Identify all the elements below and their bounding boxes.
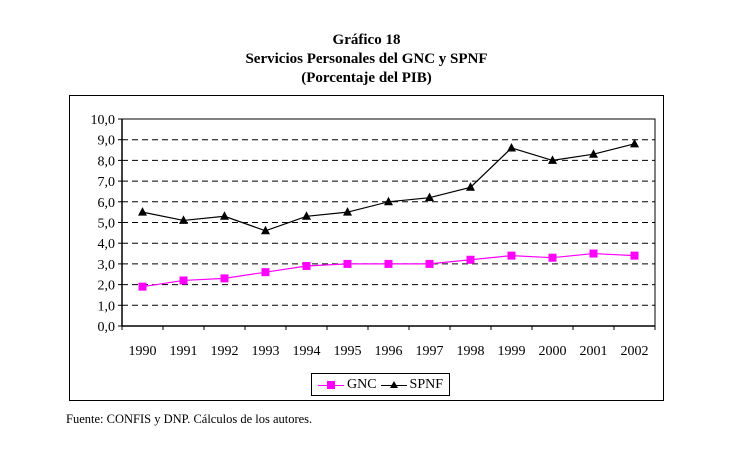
data-point-gnc	[302, 261, 311, 270]
x-tick-label: 2002	[621, 344, 649, 359]
triangle-marker-icon	[380, 380, 407, 390]
y-tick-label: 5,0	[98, 217, 116, 232]
data-point-spnf	[425, 192, 434, 202]
y-tick-label: 7,0	[98, 175, 116, 190]
y-tick-label: 8,0	[98, 154, 116, 169]
data-point-spnf	[179, 215, 188, 224]
x-tick-label: 1996	[375, 344, 403, 359]
legend-label-gnc: GNC	[346, 376, 377, 392]
x-tick-label: 1993	[252, 344, 280, 359]
y-tick-label: 6,0	[98, 196, 116, 211]
x-tick-label: 1998	[457, 344, 485, 359]
data-point-spnf	[302, 211, 311, 220]
series-line-gnc	[142, 252, 635, 288]
data-point-spnf	[261, 225, 270, 235]
data-point-spnf	[343, 207, 352, 216]
y-tick-label: 10,0	[91, 113, 116, 128]
data-point-gnc	[425, 259, 434, 268]
data-point-spnf	[138, 207, 147, 216]
y-tick-label: 1,0	[98, 299, 116, 314]
data-point-gnc	[138, 282, 147, 291]
data-point-gnc	[220, 274, 229, 283]
data-point-gnc	[630, 251, 639, 260]
x-tick-label: 1999	[498, 344, 526, 359]
y-tick-label: 0,0	[98, 320, 116, 335]
legend-item-gnc: GNC	[317, 376, 377, 393]
data-point-gnc	[589, 249, 598, 258]
data-point-spnf	[466, 182, 475, 191]
data-point-gnc	[507, 251, 516, 260]
x-tick-label: 2001	[580, 344, 608, 359]
data-point-spnf	[220, 211, 229, 220]
data-point-gnc	[466, 255, 475, 264]
data-point-gnc	[261, 268, 270, 277]
x-tick-label: 1991	[170, 344, 198, 359]
y-tick-label: 9,0	[98, 134, 116, 149]
chart-frame	[69, 95, 664, 401]
data-point-gnc	[343, 259, 352, 268]
chart-number: Gráfico 18	[332, 32, 401, 48]
data-point-spnf	[589, 149, 598, 158]
x-tick-label: 1997	[416, 344, 444, 359]
y-tick-label: 4,0	[98, 237, 116, 252]
square-marker-icon	[317, 380, 344, 390]
source-note: Fuente: CONFIS y DNP. Cálculos de los au…	[66, 412, 313, 426]
data-point-gnc	[548, 253, 557, 262]
y-tick-label: 3,0	[98, 258, 116, 273]
x-tick-label: 2000	[539, 344, 567, 359]
x-tick-label: 1992	[211, 344, 239, 359]
chart-title: Servicios Personales del GNC y SPNF	[245, 51, 488, 67]
legend-label-spnf: SPNF	[409, 376, 444, 392]
x-tick-label: 1990	[129, 344, 157, 359]
legend-item-spnf: SPNF	[380, 376, 444, 393]
data-point-spnf	[630, 138, 639, 148]
series-line-spnf	[142, 143, 635, 232]
x-tick-label: 1995	[334, 344, 362, 359]
data-point-spnf	[548, 155, 557, 164]
legend: GNC SPNF	[311, 373, 450, 396]
y-tick-label: 2,0	[98, 279, 116, 294]
data-point-gnc	[179, 276, 188, 285]
data-point-spnf	[384, 196, 393, 206]
data-point-gnc	[384, 259, 393, 268]
x-tick-label: 1994	[293, 344, 321, 359]
chart-subtitle: (Porcentaje del PIB)	[301, 70, 432, 86]
data-point-spnf	[507, 142, 516, 152]
